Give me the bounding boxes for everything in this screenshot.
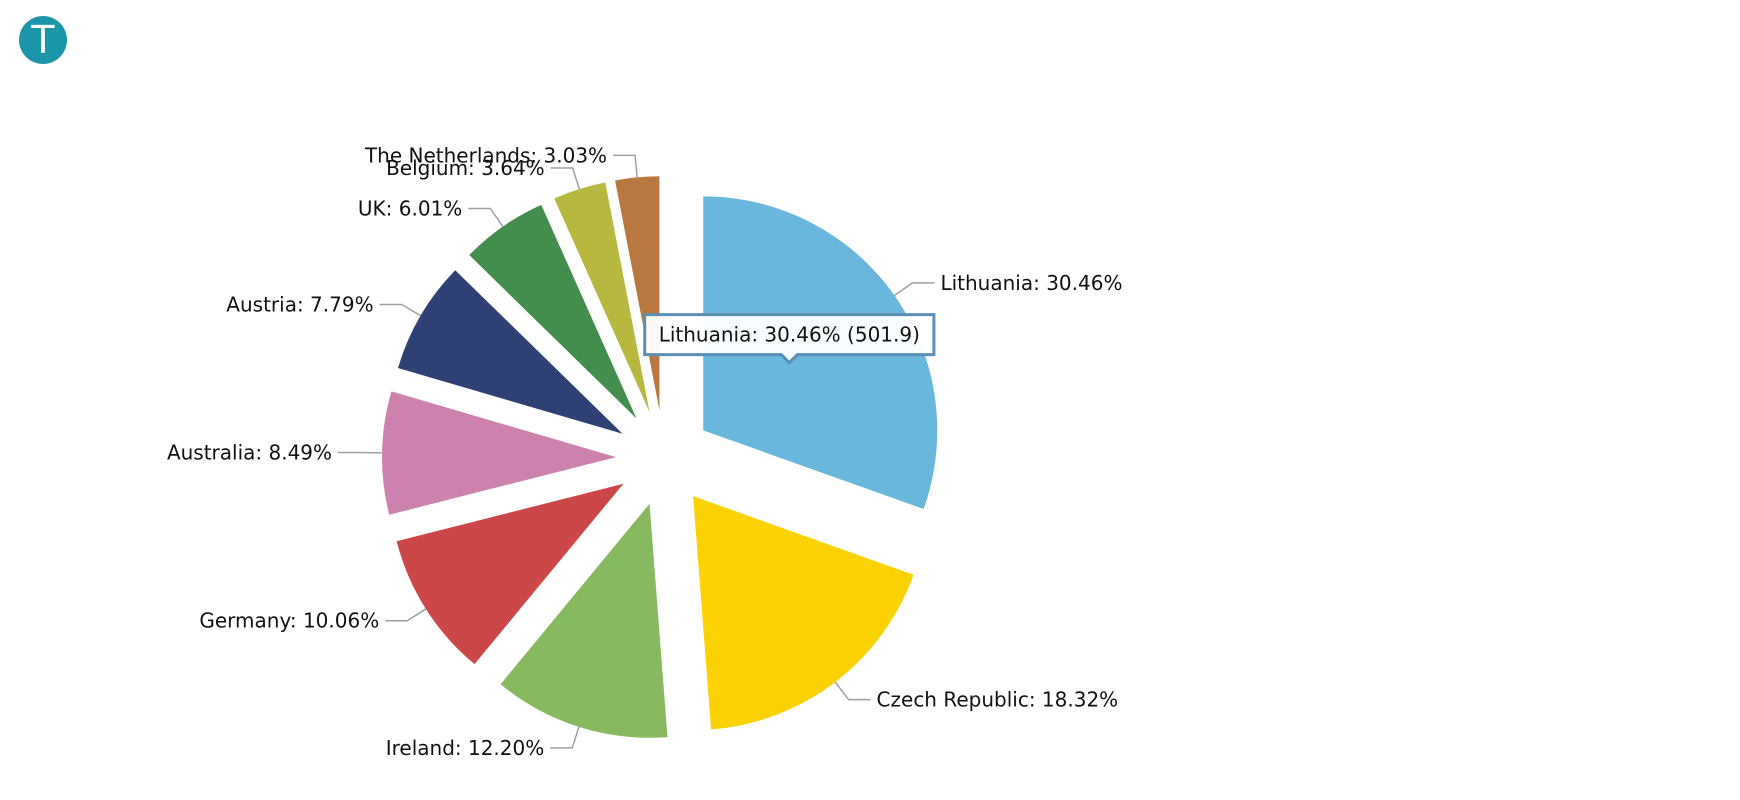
slice-label-lithuania: Lithuania: 30.46% [940, 271, 1122, 295]
logo-badge: T [19, 16, 67, 64]
label-connector-ireland [550, 726, 580, 749]
label-connector-czech-republic [834, 681, 871, 701]
slice-label-germany: Germany: 10.06% [199, 609, 379, 633]
label-connector-austria [379, 303, 421, 317]
logo-letter: T [31, 18, 55, 62]
tooltip-box [643, 313, 936, 365]
label-connector-belgium [550, 167, 581, 190]
slice-label-the-netherlands: The Netherlands: 3.03% [364, 143, 607, 167]
tooltip-text: Lithuania: 30.46% (501.9) [659, 323, 920, 347]
pie-slice-ireland[interactable] [500, 503, 668, 738]
label-connector-germany [385, 608, 427, 622]
pie-slice-austria[interactable] [397, 270, 623, 434]
slice-label-uk: UK: 6.01% [358, 197, 462, 221]
label-connector-uk [468, 207, 504, 227]
pie-slice-belgium[interactable] [554, 182, 650, 413]
slice-label-czech-republic: Czech Republic: 18.32% [877, 688, 1119, 712]
pie-slice-germany[interactable] [396, 483, 624, 665]
label-connectors [338, 154, 935, 749]
slice-label-belgium: Belgium: 3.64% [386, 156, 545, 180]
label-connector-the-netherlands [613, 154, 638, 178]
tooltip: Lithuania: 30.46% (501.9) [643, 313, 936, 365]
pie-slice-czech-republic[interactable] [693, 496, 914, 730]
slice-label-ireland: Ireland: 12.20% [386, 736, 545, 760]
pie-slice-uk[interactable] [469, 204, 637, 419]
slice-labels: Lithuania: 30.46% Czech Republic: 18.32% I… [167, 143, 1123, 759]
pie-slices [382, 176, 938, 738]
label-connector-lithuania [894, 282, 935, 297]
slice-label-australia: Australia: 8.49% [167, 441, 332, 465]
pie-slice-australia[interactable] [382, 391, 617, 515]
slice-label-austria: Austria: 7.79% [226, 292, 373, 316]
